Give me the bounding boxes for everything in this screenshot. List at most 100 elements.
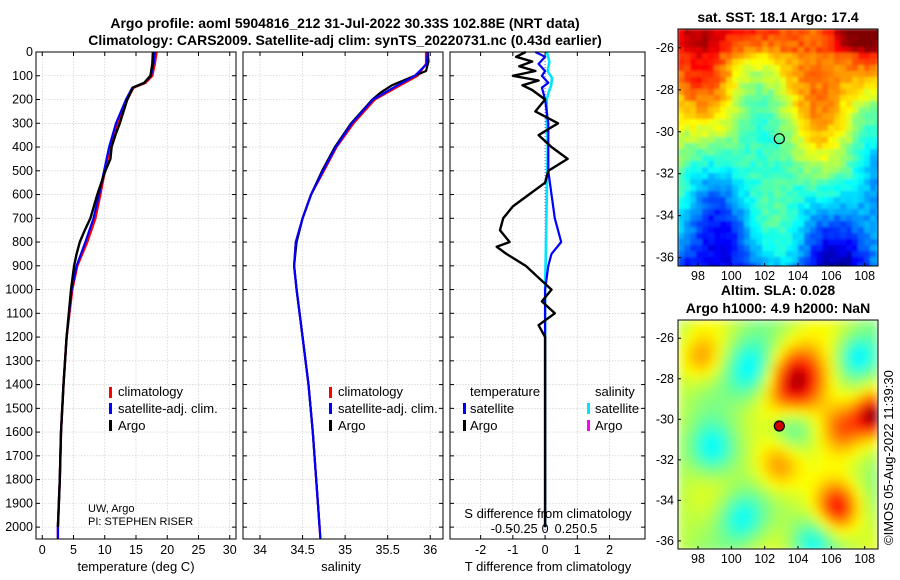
sla-cell [758, 320, 767, 329]
sst-cell [750, 53, 757, 60]
sst-cell [846, 143, 853, 150]
sst-cell [816, 191, 823, 198]
sst-cell [834, 143, 841, 150]
sst-cell [870, 77, 877, 84]
sst-cell [864, 35, 871, 42]
sla-cell [798, 336, 807, 345]
sst-cell [780, 221, 787, 228]
sst-cell [798, 113, 805, 120]
sla-cell [726, 424, 735, 433]
sst-cell [792, 233, 799, 240]
sst-cell [744, 233, 751, 240]
sla-cell [766, 448, 775, 457]
sla-cell [774, 360, 783, 369]
sst-cell [840, 173, 847, 180]
sla-cell [830, 424, 839, 433]
sst-cell [750, 155, 757, 162]
sla-cell [726, 336, 735, 345]
sst-cell [786, 89, 793, 96]
sla-cell [710, 448, 719, 457]
sst-cell [792, 59, 799, 66]
sla-cell [750, 320, 759, 329]
sla-cell [718, 456, 727, 465]
sst-cell [702, 185, 709, 192]
sst-cell [846, 209, 853, 216]
sla-cell [774, 384, 783, 393]
sst-cell [732, 71, 739, 78]
sla-cell [734, 328, 743, 337]
sst-cell [870, 71, 877, 78]
sst-cell [846, 125, 853, 132]
sst-cell [714, 257, 721, 264]
sst-cell [804, 83, 811, 90]
sst-cell [774, 191, 781, 198]
sla-cell [838, 320, 847, 329]
sla-cell [798, 344, 807, 353]
sla-cell [686, 480, 695, 489]
sst-cell [870, 221, 877, 228]
map-x-tick-label: 100 [721, 269, 742, 283]
sst-cell [690, 119, 697, 126]
sst-cell [738, 233, 745, 240]
sla-cell [846, 432, 855, 441]
sla-cell [846, 360, 855, 369]
sst-cell [732, 215, 739, 222]
sst-cell [786, 53, 793, 60]
sst-cell [720, 251, 727, 258]
sla-cell [846, 352, 855, 361]
legend-swatch-t-argo [463, 420, 466, 431]
sla-cell [766, 328, 775, 337]
sst-cell [738, 119, 745, 126]
sla-cell [806, 360, 815, 369]
sst-cell [702, 65, 709, 72]
sla-cell [686, 400, 695, 409]
sla-cell [718, 544, 727, 549]
sla-cell [734, 408, 743, 417]
sla-cell [790, 360, 799, 369]
sla-cell [854, 344, 863, 353]
sst-cell [876, 143, 878, 150]
sst-cell [858, 233, 865, 240]
sla-cell [702, 376, 711, 385]
sst-cell [690, 263, 697, 266]
sla-cell [870, 448, 878, 457]
sla-cell [782, 408, 791, 417]
sst-cell [774, 41, 781, 48]
sla-cell [726, 344, 735, 353]
sla-cell [678, 528, 687, 537]
sst-cell [876, 155, 878, 162]
sla-cell [854, 480, 863, 489]
sst-cell [768, 251, 775, 258]
sst-cell [876, 221, 878, 228]
sst-cell [690, 257, 697, 264]
sst-cell [810, 119, 817, 126]
sla-cell [742, 488, 751, 497]
sst-cell [684, 113, 691, 120]
sla-cell [838, 400, 847, 409]
sst-cell [858, 227, 865, 234]
sst-cell [762, 173, 769, 180]
sst-cell [846, 185, 853, 192]
sst-cell [876, 233, 878, 240]
y-tick-label: 500 [12, 164, 33, 178]
sst-cell [792, 263, 799, 266]
sla-cell [678, 352, 687, 361]
sla-cell [846, 480, 855, 489]
sst-cell [714, 29, 721, 36]
sla-cell [870, 384, 878, 393]
sst-cell [756, 125, 763, 132]
sst-cell [852, 137, 859, 144]
sst-cell [726, 71, 733, 78]
sst-cell [750, 179, 757, 186]
sst-cell [780, 209, 787, 216]
sla-cell [854, 440, 863, 449]
sla-cell [822, 440, 831, 449]
sla-cell [862, 496, 871, 505]
sla-cell [758, 416, 767, 425]
sst-cell [708, 95, 715, 102]
sla-cell [726, 512, 735, 521]
map-y-tick-label: -28 [656, 372, 674, 386]
sla-cell [814, 416, 823, 425]
sst-cell [708, 173, 715, 180]
sst-cell [762, 59, 769, 66]
